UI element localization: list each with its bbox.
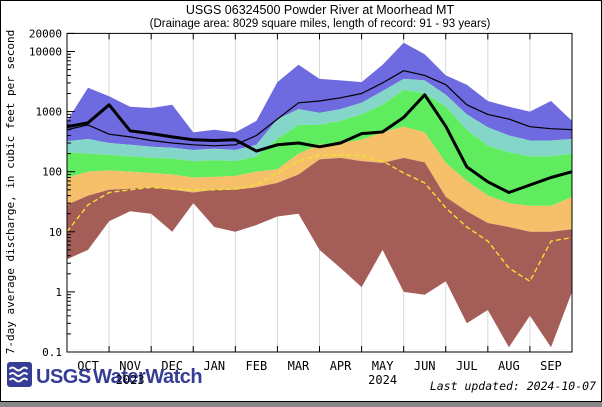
band-much-above-normal <box>67 42 572 151</box>
y-tick-label: 1 <box>55 286 62 299</box>
x-month-label: NOV <box>119 359 141 373</box>
usgs-waterwatch-logo: USGS WaterWatch <box>7 362 203 388</box>
y-tick-label: 10000 <box>29 46 62 59</box>
x-month-label: MAY <box>372 359 394 373</box>
plot-area: 0.1 1 10 100 1000 10000 20000 OCT NOV DEC JAN FEB MA… <box>29 27 573 373</box>
x-month-label: JUN <box>414 359 436 373</box>
last-updated-text: Last updated: 2024-10-07 <box>430 379 596 393</box>
y-tick-label: 10 <box>49 226 62 239</box>
chart-subtitle: (Drainage area: 8029 square miles, lengt… <box>150 18 491 30</box>
band-above-normal <box>67 78 572 162</box>
logo-waterwatch-text: WaterWatch <box>93 366 202 388</box>
x-month-label: OCT <box>77 359 99 373</box>
chart-title: USGS 06324500 Powder River at Moorhead M… <box>186 3 455 17</box>
wave-icon <box>8 366 29 383</box>
yellow-line <box>66 154 573 282</box>
x-month-label: JAN <box>203 359 225 373</box>
band-much-below-normal <box>67 157 572 348</box>
y-tick-label: 1000 <box>36 106 63 119</box>
x-month-label: AUG <box>498 359 520 373</box>
x-month-label: SEP <box>540 359 562 373</box>
logo-usgs-text: USGS <box>36 366 91 388</box>
band-normal <box>67 89 572 206</box>
current-year-line <box>66 93 573 194</box>
x-year-label: 2024 <box>368 373 397 387</box>
x-year-label: 2023 <box>116 373 145 387</box>
x-axis-year-labels: 2023 2024 <box>116 373 397 387</box>
y-tick-label: 0.1 <box>42 346 62 359</box>
x-month-label: FEB <box>246 359 268 373</box>
x-month-label: MAR <box>288 359 310 373</box>
y-tick-label: 20000 <box>29 27 62 40</box>
x-month-label: JUL <box>456 359 478 373</box>
x-month-label: APR <box>330 359 352 373</box>
y-tick-label: 100 <box>42 166 62 179</box>
thin-black-line <box>66 70 573 147</box>
x-month-label: DEC <box>161 359 183 373</box>
y-axis-title: 7-day average discharge, in cubic feet p… <box>4 30 17 355</box>
